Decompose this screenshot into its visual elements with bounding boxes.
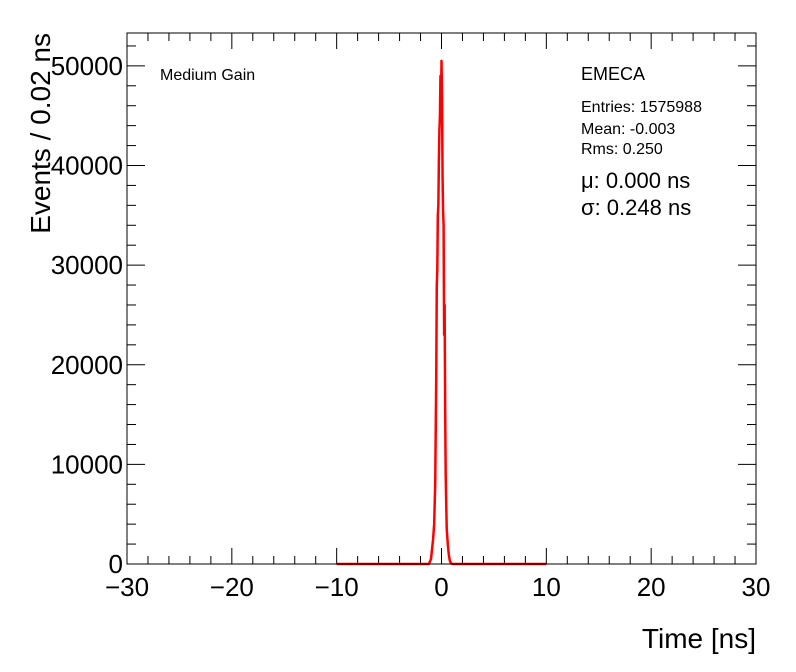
rms-label: Rms: 0.250 (581, 141, 663, 158)
y-tick-label: 0 (109, 549, 123, 579)
y-tick-label: 30000 (51, 250, 123, 280)
axis-ticks (126, 33, 757, 565)
gain-label: Medium Gain (160, 67, 255, 84)
axis-tick-labels: −30 −20 −10 0 10 20 30 0 10000 20000 30000 40000 500… (51, 51, 771, 602)
partition-label: EMECA (581, 64, 645, 84)
mean-label: Mean: -0.003 (581, 121, 675, 138)
mu-label: μ: 0.000 ns (581, 168, 690, 193)
x-tick-label: −10 (315, 572, 359, 602)
y-tick-label: 20000 (51, 350, 123, 380)
x-tick-label: −30 (105, 572, 149, 602)
series-line (336, 59, 547, 566)
y-axis-label: Events / 0.02 ns (25, 33, 56, 234)
plot-frame (126, 32, 757, 565)
x-tick-label: 0 (434, 572, 448, 602)
y-tick-label: 40000 (51, 151, 123, 181)
y-tick-label: 50000 (51, 51, 123, 81)
x-tick-label: 10 (532, 572, 561, 602)
series-layer (336, 59, 547, 566)
x-tick-label: 20 (637, 572, 666, 602)
entries-label: Entries: 1575988 (581, 99, 702, 116)
x-tick-label: 30 (742, 572, 771, 602)
y-tick-label: 10000 (51, 449, 123, 479)
sigma-label: σ: 0.248 ns (581, 195, 691, 220)
x-axis-label: Time [ns] (642, 623, 756, 654)
x-tick-label: −20 (210, 572, 254, 602)
